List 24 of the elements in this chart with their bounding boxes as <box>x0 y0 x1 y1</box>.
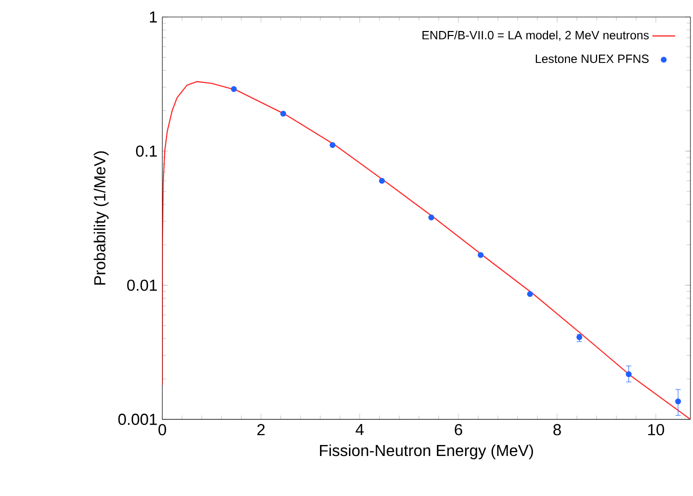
x-tick-label: 2 <box>257 424 265 436</box>
y-tick-label: 0.01 <box>127 280 157 291</box>
x-axis-title: Fission-Neutron Energy (MeV) <box>320 444 533 460</box>
y-axis-title: Probability (1/MeV) <box>94 151 109 285</box>
y-tick-label: 1 <box>150 11 157 22</box>
x-tick-label: 10 <box>648 424 664 436</box>
point <box>527 291 533 297</box>
y-tick-label: 0.001 <box>118 414 157 425</box>
x-tick-label: 4 <box>356 424 364 435</box>
point <box>330 142 336 148</box>
x-tick-label: 6 <box>454 424 462 436</box>
point <box>230 86 237 92</box>
point <box>280 110 286 117</box>
legend-label: ENDF/B-VII.0 = LA model, 2 MeV neutrons <box>422 30 649 41</box>
legend-label: Lestone NUEX PFNS <box>536 54 649 63</box>
point <box>626 371 632 378</box>
x-tick-label: 0 <box>158 424 166 436</box>
point <box>675 398 681 404</box>
line-series <box>162 80 690 420</box>
x-tick-label: 8 <box>553 424 561 436</box>
point <box>379 178 385 184</box>
point <box>478 252 484 258</box>
point <box>428 214 434 220</box>
y-tick-label: 0.1 <box>136 145 157 157</box>
